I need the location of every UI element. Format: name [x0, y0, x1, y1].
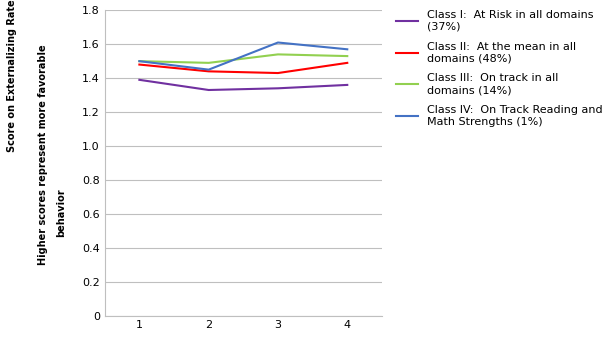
Class III:  On track in all
domains (14%): (3, 1.54): On track in all domains (14%): (3, 1.54)	[274, 52, 282, 57]
Text: behavior: behavior	[57, 188, 67, 237]
Class III:  On track in all
domains (14%): (2, 1.49): On track in all domains (14%): (2, 1.49)	[205, 61, 213, 65]
Class III:  On track in all
domains (14%): (4, 1.53): On track in all domains (14%): (4, 1.53)	[344, 54, 351, 58]
Text: Higher scores represent more favorable: Higher scores represent more favorable	[38, 44, 48, 265]
Class II:  At the mean in all
domains (48%): (3, 1.43): At the mean in all domains (48%): (3, 1.…	[274, 71, 282, 75]
Class IV:  On Track Reading and
Math Strengths (1%): (2, 1.45): On Track Reading and Math Strengths (1%)…	[205, 68, 213, 72]
Legend: Class I:  At Risk in all domains
(37%), Class II:  At the mean in all
domains (4: Class I: At Risk in all domains (37%), C…	[396, 10, 602, 127]
Class IV:  On Track Reading and
Math Strengths (1%): (4, 1.57): On Track Reading and Math Strengths (1%)…	[344, 47, 351, 51]
Line: Class I:  At Risk in all domains
(37%): Class I: At Risk in all domains (37%)	[139, 80, 347, 90]
Line: Class III:  On track in all
domains (14%): Class III: On track in all domains (14%)	[139, 55, 347, 63]
Class I:  At Risk in all domains
(37%): (2, 1.33): At Risk in all domains (37%): (2, 1.33)	[205, 88, 213, 92]
Class II:  At the mean in all
domains (48%): (4, 1.49): At the mean in all domains (48%): (4, 1.…	[344, 61, 351, 65]
Class III:  On track in all
domains (14%): (1, 1.5): On track in all domains (14%): (1, 1.5)	[136, 59, 143, 63]
Class II:  At the mean in all
domains (48%): (1, 1.48): At the mean in all domains (48%): (1, 1.…	[136, 62, 143, 67]
Class I:  At Risk in all domains
(37%): (1, 1.39): At Risk in all domains (37%): (1, 1.39)	[136, 78, 143, 82]
Class I:  At Risk in all domains
(37%): (4, 1.36): At Risk in all domains (37%): (4, 1.36)	[344, 83, 351, 87]
Line: Class IV:  On Track Reading and
Math Strengths (1%): Class IV: On Track Reading and Math Stre…	[139, 43, 347, 70]
Text: Score on Externalizing Rate: Score on Externalizing Rate	[7, 0, 17, 152]
Class IV:  On Track Reading and
Math Strengths (1%): (1, 1.5): On Track Reading and Math Strengths (1%)…	[136, 59, 143, 63]
Class II:  At the mean in all
domains (48%): (2, 1.44): At the mean in all domains (48%): (2, 1.…	[205, 69, 213, 73]
Line: Class II:  At the mean in all
domains (48%): Class II: At the mean in all domains (48…	[139, 63, 347, 73]
Class I:  At Risk in all domains
(37%): (3, 1.34): At Risk in all domains (37%): (3, 1.34)	[274, 86, 282, 90]
Class IV:  On Track Reading and
Math Strengths (1%): (3, 1.61): On Track Reading and Math Strengths (1%)…	[274, 40, 282, 45]
